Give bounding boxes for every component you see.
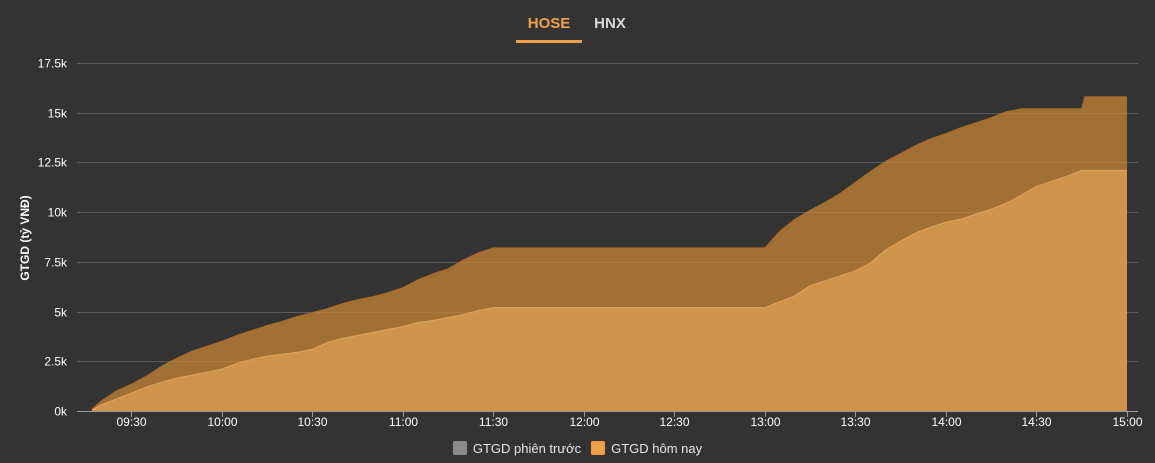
y-axis: 0k 2.5k 5k 7.5k 10k 12.5k 15k 17.5k: [38, 57, 68, 419]
y-axis-label: GTGD (tỷ VNĐ): [18, 195, 32, 280]
x-tick-label: 09:30: [116, 415, 146, 429]
tab-hose[interactable]: HOSE: [516, 14, 582, 43]
x-tick-label: 13:00: [750, 415, 780, 429]
exchange-tabs: HOSE HNX: [0, 0, 1155, 50]
x-tick-label: 14:30: [1021, 415, 1051, 429]
y-tick-label: 5k: [54, 306, 68, 320]
x-tick-label: 13:30: [840, 415, 870, 429]
x-tick-label: 11:30: [479, 415, 508, 429]
tab-hnx[interactable]: HNX: [594, 15, 626, 32]
legend-item-previous[interactable]: GTGD phiên trước: [452, 440, 582, 456]
y-tick-label: 2.5k: [44, 355, 68, 369]
y-tick-label: 17.5k: [38, 57, 68, 71]
y-tick-label: 7.5k: [44, 256, 68, 270]
x-axis: 09:30 10:00 10:30 11:00 11:30 12:00 12:30 13:00…: [77, 411, 1143, 429]
x-tick-label: 15:00: [1112, 415, 1142, 429]
y-tick-label: 12.5k: [38, 156, 68, 170]
legend-item-today[interactable]: GTGD hôm nay: [591, 441, 702, 456]
series-areas: [91, 96, 1127, 412]
x-tick-label: 12:00: [569, 415, 599, 429]
y-tick-label: 0k: [54, 405, 68, 419]
series-line-today: [91, 169, 1127, 411]
series-line-previous: [91, 96, 1127, 410]
y-tick-label: 10k: [48, 206, 68, 220]
x-tick-label: 14:00: [931, 415, 961, 429]
x-tick-label: 12:30: [659, 415, 689, 429]
legend-swatch-today: [591, 441, 606, 455]
series-area-today: [92, 170, 1127, 411]
legend-label-today: GTGD hôm nay: [611, 440, 703, 456]
x-tick-label: 10:00: [207, 415, 237, 429]
legend-label-previous: GTGD phiên trước: [472, 440, 582, 456]
x-tick-label: 10:30: [297, 415, 327, 429]
x-tick-label: 11:00: [389, 415, 418, 429]
legend-swatch-previous: [452, 441, 467, 455]
y-tick-label: 15k: [48, 107, 68, 121]
chart-legend: GTGD phiên trước GTGD hôm nay: [0, 438, 1155, 458]
